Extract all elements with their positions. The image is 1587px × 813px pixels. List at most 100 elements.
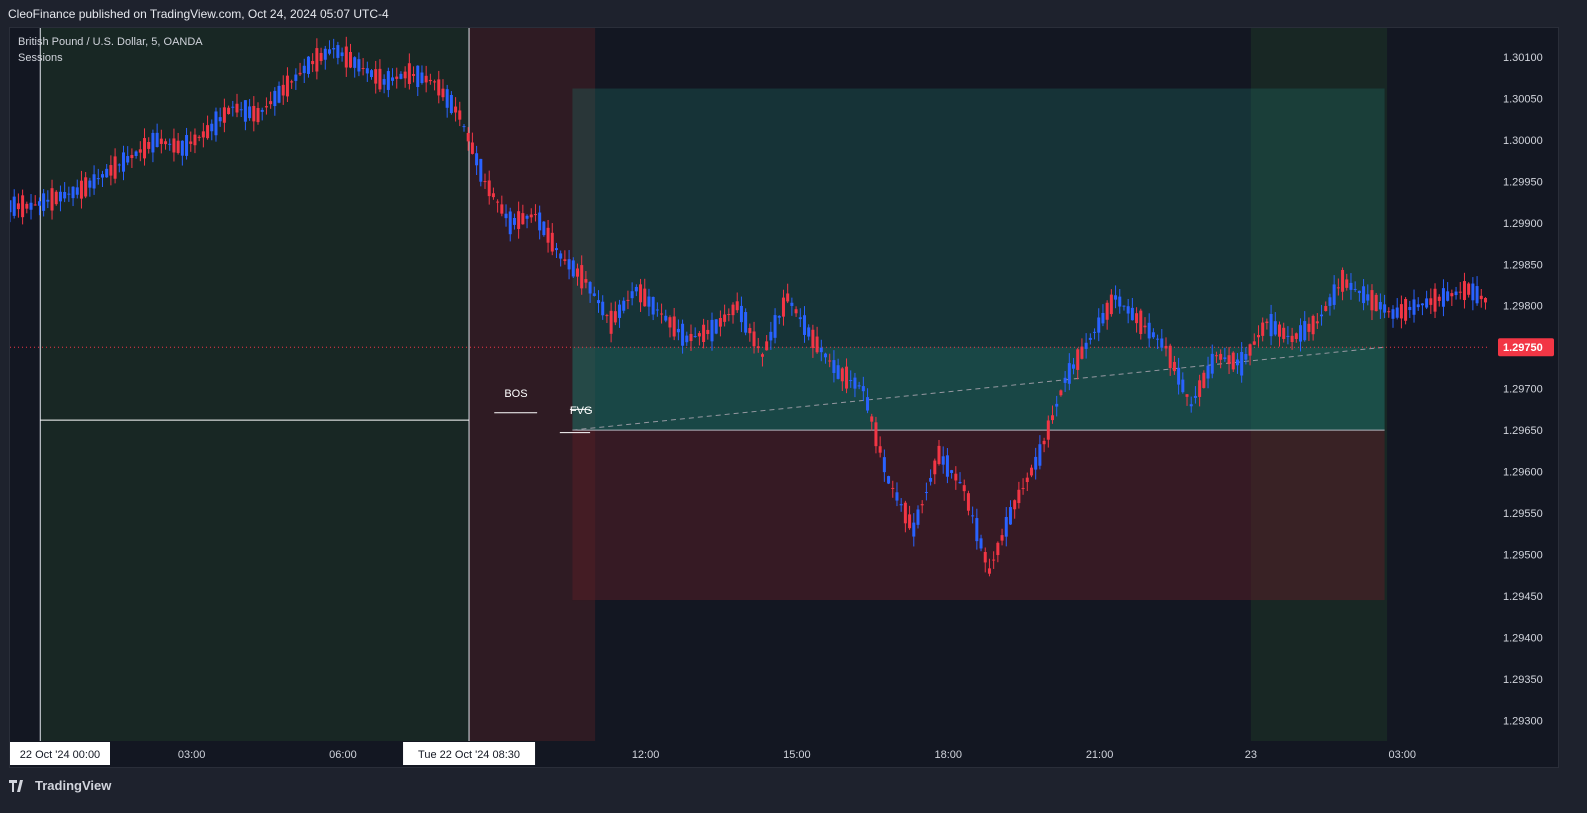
candle-body bbox=[214, 111, 218, 136]
candle-body bbox=[420, 72, 424, 83]
candle-body bbox=[651, 296, 655, 315]
candle-body bbox=[769, 331, 773, 341]
candle-body bbox=[126, 156, 130, 163]
candle-body bbox=[958, 481, 962, 484]
tradingview-logo[interactable]: TradingView bbox=[9, 778, 111, 793]
candle-body bbox=[374, 69, 378, 84]
price-chart[interactable]: BOS FVG 1.30100 1.30050 1.30000 1.29950 1.2990… bbox=[10, 28, 1559, 768]
candle-body bbox=[538, 212, 542, 231]
candle-body bbox=[580, 265, 584, 289]
candle-body bbox=[1349, 282, 1353, 290]
candle-body bbox=[260, 109, 264, 112]
candle-body bbox=[920, 504, 924, 506]
session-asia bbox=[40, 28, 470, 741]
candle-body bbox=[113, 156, 117, 179]
candle-body bbox=[609, 310, 613, 334]
symbol-label[interactable]: British Pound / U.S. Dollar, 5, OANDA bbox=[18, 36, 203, 48]
candle-body bbox=[1399, 304, 1403, 319]
candle-body bbox=[403, 71, 407, 79]
candle-body bbox=[529, 214, 533, 218]
price-tick-label: 1.29800 bbox=[1503, 301, 1543, 313]
candle-body bbox=[979, 538, 983, 549]
candle-body bbox=[908, 514, 912, 529]
candle-body bbox=[1168, 345, 1172, 369]
annotation-fvg: FVG bbox=[570, 405, 593, 417]
candle-body bbox=[441, 88, 445, 98]
candle-body bbox=[1181, 379, 1185, 393]
candle-body bbox=[1311, 315, 1315, 335]
candle-body bbox=[348, 51, 352, 68]
indicator-label[interactable]: Sessions bbox=[18, 52, 63, 64]
candle-body bbox=[1063, 377, 1067, 383]
time-tick-label: 23 bbox=[1245, 749, 1257, 761]
candle-body bbox=[248, 106, 252, 119]
session-london bbox=[469, 28, 596, 741]
candle-body bbox=[819, 347, 823, 353]
candle-body bbox=[416, 65, 420, 88]
candle-body bbox=[449, 94, 453, 114]
candle-body bbox=[50, 188, 54, 211]
time-highlight-badge bbox=[10, 742, 110, 765]
candle-body bbox=[1336, 287, 1340, 289]
candle-body bbox=[1151, 332, 1155, 338]
candle-body bbox=[470, 142, 474, 154]
price-axis bbox=[1488, 28, 1558, 767]
candle-body bbox=[887, 476, 891, 484]
candle-body bbox=[1185, 394, 1189, 397]
candle-body bbox=[588, 282, 592, 294]
candle-body bbox=[42, 193, 46, 211]
candle-body bbox=[370, 70, 374, 78]
candle-body bbox=[987, 568, 991, 574]
candle-body bbox=[1156, 338, 1160, 340]
candle-body bbox=[479, 158, 483, 182]
candle-body bbox=[1454, 291, 1458, 296]
candle-body bbox=[1202, 372, 1206, 388]
price-tick-label: 1.29450 bbox=[1503, 591, 1543, 603]
session-asia-next bbox=[1250, 28, 1388, 741]
candle-body bbox=[1416, 304, 1420, 308]
time-tick-label: 06:00 bbox=[329, 749, 357, 761]
candle-body bbox=[1294, 333, 1298, 339]
candle-body bbox=[601, 301, 605, 316]
candle-body bbox=[660, 313, 664, 315]
candle-body bbox=[1206, 365, 1210, 379]
candle-body bbox=[433, 81, 437, 83]
candle-body bbox=[714, 319, 718, 334]
candle-body bbox=[1387, 311, 1391, 313]
candle-body bbox=[1370, 290, 1374, 311]
candle-body bbox=[58, 191, 62, 202]
candle-body bbox=[1362, 286, 1366, 304]
candle-body bbox=[1008, 507, 1012, 525]
candle-body bbox=[983, 551, 987, 563]
candle-body bbox=[75, 187, 79, 195]
candle-body bbox=[487, 180, 491, 197]
time-highlight-label: Tue 22 Oct '24 08:30 bbox=[418, 749, 520, 761]
candle-body bbox=[1231, 352, 1235, 370]
candle-body bbox=[996, 542, 1000, 556]
candle-body bbox=[1025, 477, 1029, 483]
chart-legend: British Pound / U.S. Dollar, 5, OANDA Se… bbox=[18, 34, 203, 66]
candle-body bbox=[824, 353, 828, 358]
candle-body bbox=[567, 259, 571, 270]
candle-body bbox=[344, 46, 348, 68]
candle-body bbox=[1122, 305, 1126, 307]
candle-body bbox=[290, 81, 294, 83]
candle-body bbox=[664, 315, 668, 321]
target-zone bbox=[572, 88, 1385, 431]
candle-body bbox=[1147, 322, 1151, 339]
candle-body bbox=[1437, 296, 1441, 301]
candle-body bbox=[1189, 404, 1193, 407]
candle-body bbox=[895, 492, 899, 501]
chart-area[interactable]: BOS FVG 1.30100 1.30050 1.30000 1.29950 1.2990… bbox=[9, 27, 1559, 768]
candle-body bbox=[916, 509, 920, 525]
candle-body bbox=[1240, 352, 1244, 376]
candle-body bbox=[361, 68, 365, 70]
candle-body bbox=[929, 477, 933, 482]
candle-body bbox=[67, 193, 71, 195]
candle-body bbox=[193, 134, 197, 146]
candle-body bbox=[870, 416, 874, 422]
candle-body bbox=[323, 48, 327, 60]
candle-body bbox=[201, 131, 205, 138]
candle-body bbox=[752, 331, 756, 347]
candle-body bbox=[100, 174, 104, 178]
